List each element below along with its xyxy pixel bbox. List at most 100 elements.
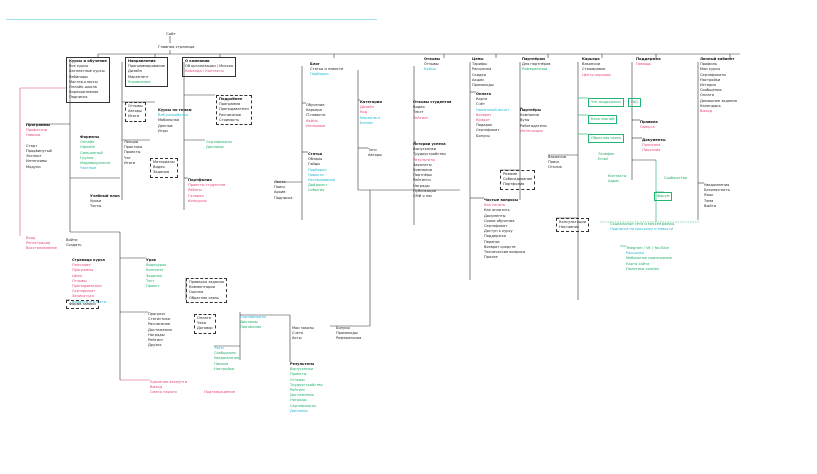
node-item: Видео xyxy=(413,105,425,110)
node-item: Комментарии xyxy=(189,285,215,290)
node-item: Чат xyxy=(124,155,131,160)
node-item: Компании xyxy=(520,113,540,118)
node-item: Политика cookies xyxy=(626,266,660,271)
bottom-lk: Прогресс Статистика Расписание Достижения На… xyxy=(148,312,172,348)
node-item: Чеки xyxy=(197,321,207,326)
node-item: Выйти xyxy=(704,203,717,208)
node-item: Технические вопросы xyxy=(484,250,526,255)
node-item: Об организации / Миссия xyxy=(185,64,234,69)
node-item: Тесты xyxy=(90,204,102,209)
node-title: Статьи xyxy=(308,152,323,156)
main-page-label: Главная страница xyxy=(158,44,195,49)
node-item: Отзывы xyxy=(424,62,439,67)
node-item: Акты xyxy=(292,336,302,341)
node-item: История xyxy=(700,83,716,88)
node-item: Центр карьеры xyxy=(582,72,611,77)
node-item: Язык xyxy=(704,193,714,198)
node-item: Конкурсы xyxy=(188,198,207,203)
node-item: Обратная связь xyxy=(591,136,621,140)
node-item: Записаться xyxy=(72,294,94,299)
node-title: Направления xyxy=(128,59,156,63)
node-item: Тема xyxy=(704,198,714,203)
node-item: Расписание xyxy=(148,322,171,327)
node-item: Отзывы xyxy=(72,278,87,283)
support-green-2: База знаний xyxy=(588,115,618,125)
lk-sub: Уведомления Безопасность Язык Тема Выйти xyxy=(704,183,730,209)
node-item: Чат поддержки xyxy=(591,100,621,104)
node-item: Карта xyxy=(476,97,488,102)
node-item: Стажировки xyxy=(582,67,606,72)
node-item: Лекции xyxy=(124,140,139,144)
node-title: Курсы по темам xyxy=(158,108,192,112)
node-item: Группа xyxy=(80,155,94,160)
node-item: Мастер-классы xyxy=(69,79,98,84)
node-item: Email xyxy=(598,157,608,162)
reviews-list: Истории успеха Выпускники Трудоустройство Р… xyxy=(413,142,446,199)
support-green-4: Телефон Email xyxy=(598,152,615,162)
node-item: Прогресс xyxy=(148,312,166,316)
node-item: Бизнес xyxy=(360,120,374,125)
node-item: Политика xyxy=(642,143,661,148)
bottom-lesson: Урок Видеоурок Конспект Задание Тест Проект xyxy=(146,258,166,289)
node-item: Партнёры xyxy=(413,173,432,178)
node-item: Безопасность xyxy=(704,188,731,193)
node-item: Восстановление xyxy=(26,246,57,251)
bottom-pink: Удаление аккаунта Выход Смена пароля xyxy=(150,380,187,396)
node-item: Возврат xyxy=(476,112,492,117)
node-title: Блог xyxy=(310,62,320,66)
node-item: Маркетинг xyxy=(128,74,149,79)
node-item: Кредит xyxy=(476,118,490,123)
node-item: Трудоустройство xyxy=(290,382,323,387)
node-item: Дипломы xyxy=(240,320,258,325)
node-item: Счёт xyxy=(476,102,485,107)
node-item: Письма xyxy=(214,361,229,366)
node-item: Скидки xyxy=(472,72,487,77)
node-item: Домашние задания xyxy=(700,98,737,103)
node-item: Контакты xyxy=(608,174,627,178)
root-node-label: Сайт xyxy=(166,31,176,36)
career-dash-2: Консультации Наставник xyxy=(556,218,590,233)
footer-green-2: Telegram / VK / YouTube Рассылка Мобильное… xyxy=(626,246,672,272)
node-item: Подписка xyxy=(69,95,88,100)
node-item: Расписание xyxy=(219,112,242,117)
node-item: Сообщество xyxy=(664,176,688,180)
node-item: Сроки обучения xyxy=(484,218,515,223)
col-4-header: Блог Статьи и новости Подборки xyxy=(310,62,343,78)
node-item: Удаление аккаунта xyxy=(150,380,187,384)
node-item: Кейсы xyxy=(424,67,436,72)
node-item: Проекты xyxy=(290,372,307,377)
node-item: Архив xyxy=(274,190,286,195)
node-item: Форум xyxy=(657,194,670,198)
node-item: Проект xyxy=(146,284,160,289)
col-9-header: Поддержка Помощь xyxy=(636,57,661,67)
node-item: Частные xyxy=(80,166,97,171)
node-item: Портфолио xyxy=(240,325,262,330)
node-item: Достижения xyxy=(148,327,172,332)
bottom-pink-2: Подтверждение xyxy=(204,390,235,395)
node-item: Рейтинг xyxy=(148,338,164,343)
node-item: Сертификаты xyxy=(700,72,727,77)
node-item: Наставник xyxy=(559,225,580,230)
node-item: Уведомления xyxy=(214,356,240,361)
support-right: FAQ xyxy=(628,98,641,108)
node-item: Данные xyxy=(158,123,173,128)
node-item: Налоговый вычет xyxy=(476,107,510,112)
node-item: База знаний xyxy=(591,117,615,121)
left-b: Форматы Онлайн Офлайн Смешанный Группа Индиви… xyxy=(80,135,110,171)
node-item: Друзья xyxy=(148,343,162,348)
node-item: Все курсы xyxy=(69,64,89,69)
node-item: Уроки xyxy=(90,199,102,204)
node-item: Материалы xyxy=(153,160,175,164)
node-item: Сертификаты xyxy=(240,315,267,319)
support-green-5: Контакты Адрес xyxy=(608,174,627,184)
node-item: Обзоры xyxy=(308,157,323,162)
node-item: Индивидуально xyxy=(80,161,111,166)
support-green-6: Сообщество xyxy=(664,176,687,181)
node-title: Категории xyxy=(360,100,382,104)
node-item: Подписка на рассылку и новости xyxy=(610,227,674,232)
node-item: Подборки xyxy=(308,167,327,172)
left-a: Программы Профессии Навыки Старт Продвинуты… xyxy=(26,123,52,170)
node-item: Онлайн-школа xyxy=(69,85,97,90)
node-item: Интеграции xyxy=(520,128,543,133)
node-item: Промокоды xyxy=(472,83,494,88)
